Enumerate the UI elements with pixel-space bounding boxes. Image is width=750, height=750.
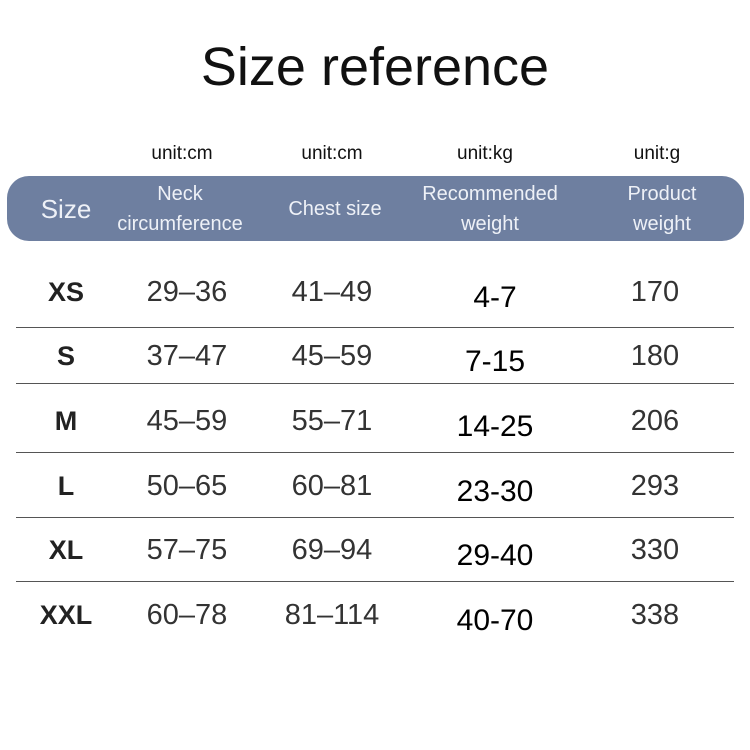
table-cell: 4-7 xyxy=(473,281,517,314)
row-divider xyxy=(16,517,734,518)
table-cell: 60–78 xyxy=(146,599,228,631)
column-header: Product weight xyxy=(628,176,697,241)
column-header-line: Chest size xyxy=(288,197,382,220)
table-cell: 57–75 xyxy=(146,534,228,566)
table-cell: 60–81 xyxy=(291,470,373,502)
column-header: Chest size xyxy=(288,176,381,241)
table-cell: 330 xyxy=(630,534,680,566)
table-cell: 55–71 xyxy=(291,405,373,437)
table-cell: 29-40 xyxy=(456,539,534,572)
table-cell: M xyxy=(54,406,78,436)
column-header-line: weight xyxy=(461,212,519,235)
row-divider xyxy=(16,327,734,328)
column-header-line: Recommended xyxy=(422,182,558,205)
table-cell: 29–36 xyxy=(146,276,228,308)
table-row: S 37–47 45–59 7-15 180 xyxy=(0,324,750,388)
column-header-line: Neck xyxy=(157,182,203,205)
column-header-line: Size xyxy=(40,193,92,224)
table-cell: 45–59 xyxy=(146,405,228,437)
table-cell: XS xyxy=(47,277,85,307)
table-cell: L xyxy=(57,471,75,501)
table-cell: 338 xyxy=(630,599,680,631)
table-cell: 14-25 xyxy=(456,410,534,443)
row-divider xyxy=(16,383,734,384)
table-cell: S xyxy=(56,341,76,371)
table-cell: 206 xyxy=(630,405,680,437)
unit-label: unit:cm xyxy=(301,143,363,164)
table-row: XXL 60–78 81–114 40-70 338 xyxy=(0,583,750,647)
table-cell: 45–59 xyxy=(291,340,373,372)
table-cell: 69–94 xyxy=(291,534,373,566)
unit-label: unit:cm xyxy=(151,143,213,164)
column-header-line: Product xyxy=(627,182,697,205)
column-header-line: circumference xyxy=(117,212,243,235)
table-cell: 41–49 xyxy=(291,276,373,308)
table-row: L 50–65 60–81 23-30 293 xyxy=(0,454,750,518)
unit-label: unit:g xyxy=(633,143,681,164)
column-header: Neck circumference xyxy=(117,176,243,241)
table-cell: 50–65 xyxy=(146,470,228,502)
page-title: Size reference xyxy=(200,37,550,97)
table-cell: 170 xyxy=(630,276,680,308)
table-cell: 23-30 xyxy=(456,475,534,508)
table-row: M 45–59 55–71 14-25 206 xyxy=(0,389,750,453)
table-cell: 180 xyxy=(630,340,680,372)
table-row: XS 29–36 41–49 4-7 170 xyxy=(0,260,750,324)
unit-label: unit:kg xyxy=(457,143,513,164)
table-cell: XL xyxy=(48,535,84,565)
table-cell: XXL xyxy=(39,600,93,630)
table-cell: 293 xyxy=(630,470,680,502)
column-header-line: weight xyxy=(633,212,691,235)
table-cell: 81–114 xyxy=(284,599,380,631)
column-header: Recommended weight xyxy=(422,176,558,241)
row-divider xyxy=(16,452,734,453)
table-cell: 40-70 xyxy=(456,604,534,637)
table-row: XL 57–75 69–94 29-40 330 xyxy=(0,518,750,582)
row-divider xyxy=(16,581,734,582)
table-cell: 37–47 xyxy=(146,340,228,372)
column-header: Size xyxy=(41,176,92,241)
table-header: Size Neck circumference Chest size Recommend… xyxy=(7,176,744,241)
table-cell: 7-15 xyxy=(464,345,526,378)
